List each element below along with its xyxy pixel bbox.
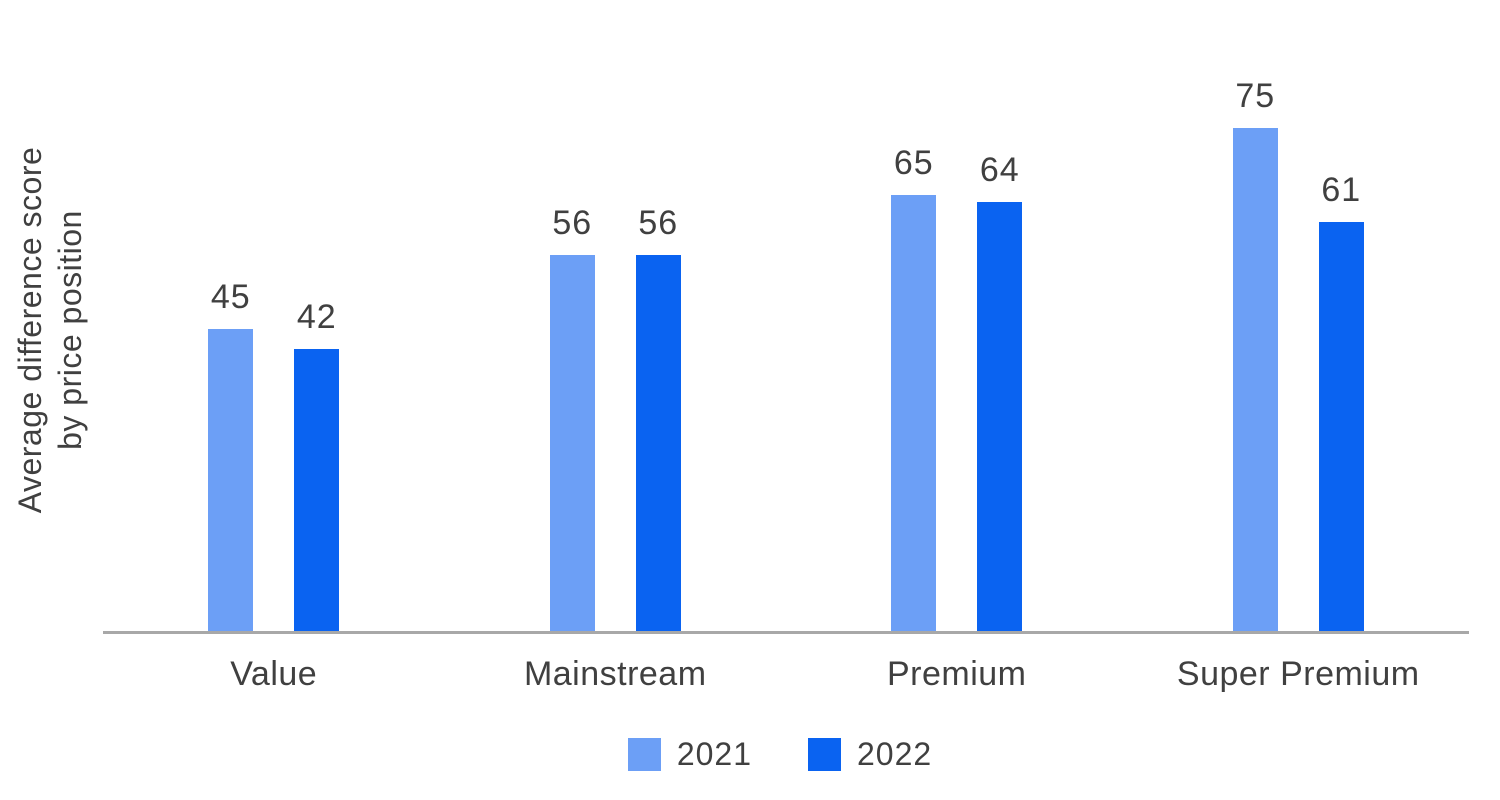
value-label-2022-mainstream: 56 (638, 204, 679, 242)
bar-wrap-2022-mainstream: 56 (635, 204, 681, 631)
category-label-value: Value (230, 655, 318, 693)
category-label-mainstream: Mainstream (523, 655, 707, 693)
bar-wrap-2021-super-premium: 75 (1232, 77, 1278, 631)
legend-item-2021: 2021 (627, 736, 752, 773)
bar-2021-super-premium (1232, 128, 1278, 631)
bar-wrap-2021-premium: 65 (891, 144, 937, 631)
bar-2022-super-premium (1318, 222, 1364, 631)
bar-wrap-2021-value: 45 (208, 278, 254, 631)
value-label-2022-value: 42 (296, 298, 337, 336)
bar-wrap-2022-super-premium: 61 (1318, 171, 1364, 631)
x-axis-category-labels: Value Mainstream Premium Super Premium (103, 655, 1469, 694)
category-label-premium: Premium (886, 655, 1027, 693)
value-label-2022-super-premium: 61 (1321, 171, 1362, 209)
bar-wrap-2021-mainstream: 56 (549, 204, 595, 631)
bar-2021-mainstream (549, 255, 595, 631)
value-label-2021-mainstream: 56 (552, 204, 593, 242)
bar-group-mainstream: 56 56 (445, 0, 787, 631)
plot-area: 45 42 56 56 65 64 75 61 (103, 0, 1469, 634)
value-label-2021-super-premium: 75 (1235, 77, 1276, 115)
bar-2022-premium (977, 202, 1023, 631)
bar-wrap-2022-value: 42 (294, 298, 340, 631)
category-label-super-premium: Super Premium (1176, 655, 1420, 693)
legend-swatch-2022 (808, 738, 841, 771)
legend: 2021 2022 (30, 736, 1500, 773)
bar-group-super-premium: 75 61 (1128, 0, 1470, 631)
bar-group-value: 45 42 (103, 0, 445, 631)
legend-item-2022: 2022 (808, 736, 932, 773)
bar-2022-value (294, 349, 340, 631)
bar-group-premium: 65 64 (786, 0, 1128, 631)
legend-swatch-2021 (627, 738, 661, 771)
bar-wrap-2022-premium: 64 (977, 151, 1023, 631)
y-axis-title: Average difference score by price positi… (12, 146, 88, 514)
bar-2022-mainstream (635, 255, 681, 631)
bar-2021-premium (891, 195, 937, 631)
legend-label-2022: 2022 (857, 736, 933, 772)
value-label-2021-premium: 65 (893, 144, 934, 182)
value-label-2021-value: 45 (210, 278, 251, 316)
legend-label-2021: 2021 (676, 736, 752, 772)
value-label-2022-premium: 64 (979, 151, 1020, 189)
bar-2021-value (208, 329, 254, 631)
